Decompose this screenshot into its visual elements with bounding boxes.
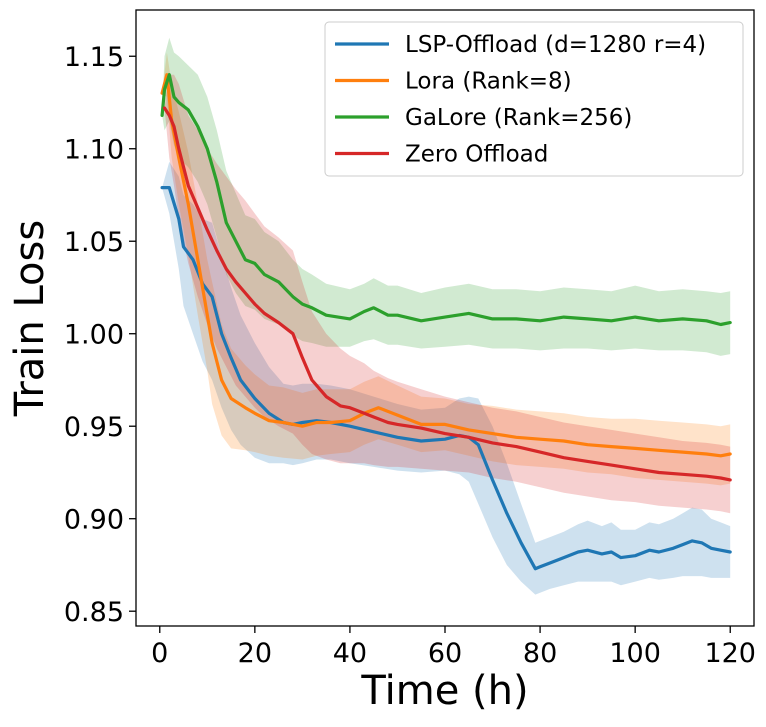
y-tick-label: 0.85 bbox=[64, 597, 124, 628]
x-axis-label: Time (h) bbox=[360, 668, 528, 714]
x-tick-label: 20 bbox=[238, 638, 272, 669]
legend-label: LSP-Offload (d=1280 r=4) bbox=[405, 32, 706, 58]
band-series-1 bbox=[162, 52, 731, 486]
y-tick-label: 1.15 bbox=[64, 42, 124, 73]
series-lines bbox=[160, 73, 732, 571]
y-tick-label: 0.95 bbox=[64, 412, 124, 443]
legend: LSP-Offload (d=1280 r=4) Lora (Rank=8) GaL… bbox=[324, 21, 744, 177]
line-series-1 bbox=[160, 73, 732, 458]
band-series-2 bbox=[162, 37, 731, 356]
legend-label: Zero Offload bbox=[405, 142, 548, 168]
line-series-2 bbox=[160, 73, 732, 327]
axis-ticks: 0 20 40 60 80 100 120 0.85 0.90 0.95 1.00 1.05 1.10 1… bbox=[64, 42, 756, 669]
x-tick-label: 40 bbox=[333, 638, 367, 669]
x-tick-label: 60 bbox=[428, 638, 462, 669]
x-tick-label: 80 bbox=[523, 638, 557, 669]
x-tick-label: 0 bbox=[151, 638, 168, 669]
legend-label: GaLore (Rank=256) bbox=[405, 105, 632, 131]
y-tick-label: 0.90 bbox=[64, 505, 124, 536]
y-axis-label: Train Loss bbox=[7, 220, 53, 417]
band-series-3 bbox=[164, 74, 731, 514]
legend-box bbox=[324, 21, 744, 177]
line-series-3 bbox=[162, 106, 732, 482]
band-series-0 bbox=[162, 161, 731, 595]
y-tick-label: 1.05 bbox=[64, 227, 124, 258]
legend-label: Lora (Rank=8) bbox=[405, 69, 572, 95]
confidence-bands bbox=[162, 37, 731, 595]
x-tick-label: 120 bbox=[704, 638, 756, 669]
y-tick-label: 1.10 bbox=[64, 135, 124, 166]
y-tick-label: 1.00 bbox=[64, 320, 124, 351]
x-tick-label: 100 bbox=[609, 638, 661, 669]
